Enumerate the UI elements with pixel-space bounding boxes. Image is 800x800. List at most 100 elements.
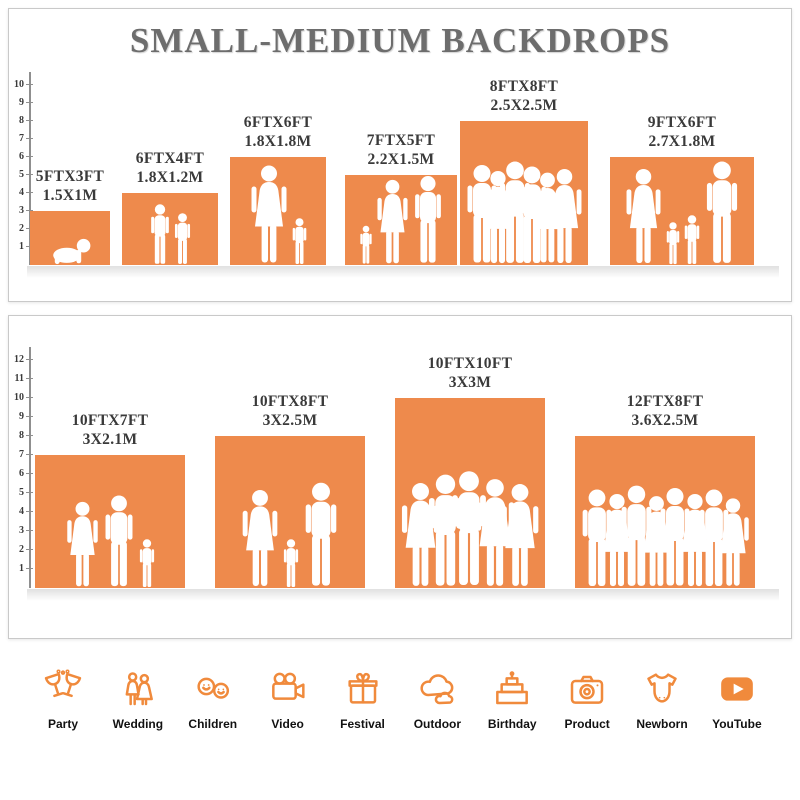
bar-m-label: 2.5X2.5M: [490, 97, 558, 114]
man-silhouette: [703, 161, 741, 265]
backdrop-size-6ftx6ft: 6FTX6FT 1.8X1.8M: [230, 113, 326, 265]
man-silhouette: [102, 495, 136, 588]
bar-m-label: 1.8X1.8M: [244, 133, 312, 150]
axis-tick-label: 6: [19, 151, 24, 162]
axis-tick-mark: [26, 491, 33, 493]
child-silhouette: [665, 222, 681, 265]
bar-ft-label: 10FTX10FT: [427, 355, 513, 372]
axis-tick-label: 8: [19, 430, 24, 441]
bar-m-label: 3X2.5M: [262, 412, 318, 429]
backdrop-bar: [395, 398, 545, 588]
axis-tick-mark: [26, 191, 33, 193]
child-silhouette: [138, 539, 156, 588]
category-birthday: Birthday: [479, 669, 545, 731]
child-silhouette: [173, 213, 192, 265]
axis-tick-label: 2: [19, 544, 24, 555]
category-newborn: Newborn: [629, 669, 695, 731]
axis-tick-label: 6: [19, 468, 24, 479]
bar-m-label: 1.5X1M: [42, 187, 98, 204]
backdrop-size-9ftx6ft: 9FTX6FT 2.7X1.8M: [610, 113, 754, 265]
bar-size-label: 10FTX10FT 3X3M: [428, 354, 513, 392]
backdrop-bar: [345, 175, 457, 265]
bar-size-label: 6FTX4FT 1.8X1.2M: [136, 149, 204, 187]
bar-ft-label: 6FTX4FT: [135, 150, 205, 167]
backdrop-size-8ftx8ft: 8FTX8FT 2.5X2.5M: [460, 77, 588, 265]
newborn-icon: [642, 669, 682, 709]
axis-tick-label: 9: [19, 411, 24, 422]
woman-silhouette: [624, 168, 663, 265]
woman-silhouette: [375, 179, 410, 265]
video-icon: [268, 669, 308, 709]
floor-shadow: [27, 266, 779, 278]
axis-tick-label: 3: [19, 525, 24, 536]
axis-tick-mark: [26, 358, 33, 360]
bar-ft-label: 8FTX8FT: [489, 78, 559, 95]
backdrop-bar: [215, 436, 365, 588]
child-silhouette: [683, 215, 701, 265]
bar-size-label: 7FTX5FT 2.2X1.5M: [367, 131, 435, 169]
backdrop-bar: [35, 455, 185, 588]
category-label: Birthday: [487, 717, 537, 731]
bar-size-label: 10FTX8FT 3X2.5M: [252, 392, 328, 430]
axis-tick-mark: [26, 155, 33, 157]
party-icon: [43, 669, 83, 709]
backdrop-bar: [460, 121, 588, 265]
axis-tick-mark: [26, 529, 33, 531]
backdrop-bar: [230, 157, 326, 265]
outdoor-icon: [417, 669, 457, 709]
axis-tick-label: 3: [19, 205, 24, 216]
axis-tick-label: 4: [19, 506, 24, 517]
axis-tick-mark: [26, 209, 33, 211]
woman-silhouette: [249, 164, 289, 265]
bar-size-label: 9FTX6FT 2.7X1.8M: [648, 113, 716, 151]
panel-medium-sizes: 1 2 3 4 5 6 7 8 9 10 11 12 10FTX7FT 3X2.1M 10FTX8FT 3X2…: [8, 315, 792, 639]
axis-tick-mark: [26, 567, 33, 569]
axis-tick-mark: [26, 510, 33, 512]
backdrop-size-6ftx4ft: 6FTX4FT 1.8X1.2M: [122, 149, 218, 265]
youtube-icon: [717, 669, 757, 709]
bar-ft-label: 7FTX5FT: [366, 132, 436, 149]
child-silhouette: [359, 225, 373, 265]
bar-ft-label: 5FTX3FT: [35, 168, 105, 185]
bar-ft-label: 12FTX8FT: [626, 393, 704, 410]
axis-tick-mark: [26, 83, 33, 85]
category-children: Children: [180, 669, 246, 731]
bar-ft-label: 9FTX6FT: [647, 114, 717, 131]
backdrop-size-5ftx3ft: 5FTX3FT 1.5X1M: [30, 167, 110, 265]
axis-tick-mark: [26, 137, 33, 139]
bar-size-label: 6FTX6FT 1.8X1.8M: [244, 113, 312, 151]
axis-tick-label: 12: [14, 354, 24, 365]
axis-tick-label: 5: [19, 487, 24, 498]
size-chart-small: 1 2 3 4 5 6 7 8 9 10 5FTX3FT 1.5X1M 6FTX4FT 1.8X1.2M 6…: [9, 9, 791, 301]
axis-tick-label: 5: [19, 169, 24, 180]
bar-m-label: 2.2X1.5M: [367, 151, 435, 168]
axis-tick-mark: [26, 415, 33, 417]
festival-icon: [343, 669, 383, 709]
children-icon: [193, 669, 233, 709]
category-party: Party: [30, 669, 96, 731]
birthday-icon: [492, 669, 532, 709]
wedding-icon: [118, 669, 158, 709]
backdrop-bar: [575, 436, 755, 588]
axis-line: [29, 72, 31, 265]
axis-tick-mark: [26, 453, 33, 455]
axis-tick-mark: [26, 377, 33, 379]
category-youtube: YouTube: [704, 669, 770, 731]
category-label: Party: [47, 717, 79, 731]
bar-ft-label: 10FTX7FT: [71, 412, 149, 429]
bar-m-label: 1.8X1.2M: [136, 169, 204, 186]
axis-tick-label: 7: [19, 133, 24, 144]
axis-tick-label: 10: [14, 392, 24, 403]
category-label: Children: [188, 717, 238, 731]
child-silhouette: [291, 218, 308, 265]
child-silhouette: [282, 539, 300, 588]
axis-line: [29, 346, 31, 588]
man-silhouette: [412, 175, 444, 265]
category-label: Festival: [340, 717, 385, 731]
bar-m-label: 2.7X1.8M: [648, 133, 716, 150]
axis-tick-mark: [26, 548, 33, 550]
category-label: Outdoor: [413, 717, 462, 731]
axis-tick-label: 4: [19, 187, 24, 198]
category-label: Wedding: [112, 717, 164, 731]
backdrop-size-10ftx10ft: 10FTX10FT 3X3M: [395, 354, 545, 588]
